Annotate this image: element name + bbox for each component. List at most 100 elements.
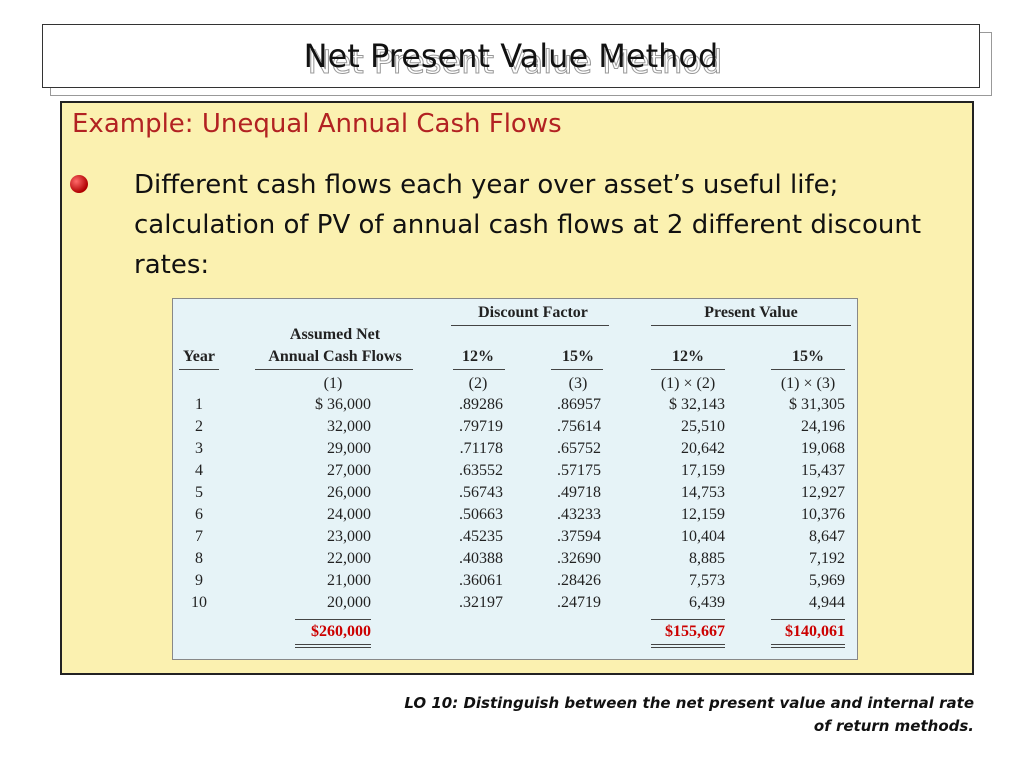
rule-total-pv12 <box>651 619 725 620</box>
subheader-df15: (3) <box>568 375 588 392</box>
learning-objective-line1: LO 10: Distinguish between the net prese… <box>404 694 974 712</box>
rule-cash <box>255 369 413 370</box>
table-cell-cash: 22,000 <box>327 550 371 567</box>
table-cell-year: 5 <box>195 484 203 501</box>
table-cell-pv15: 5,969 <box>809 572 845 589</box>
table-cell-pv12: 6,439 <box>689 594 725 611</box>
rule-discount <box>451 325 609 326</box>
table-cell-pv12: 20,642 <box>681 440 725 457</box>
group-discount-factor: Discount Factor <box>478 304 588 321</box>
table-cell-pv12: 7,573 <box>689 572 725 589</box>
subheader-df12: (2) <box>468 375 488 392</box>
table-cell-year: 1 <box>195 396 203 413</box>
table-cell-df15: .75614 <box>557 418 601 435</box>
total-pv12: $155,667 <box>665 623 725 640</box>
table-cell-cash: 23,000 <box>327 528 371 545</box>
table-cell-year: 10 <box>191 594 207 611</box>
table-cell-df15: .32690 <box>557 550 601 567</box>
table-cell-cash: 32,000 <box>327 418 371 435</box>
cash-flow-table: Discount Factor Present Value Year Assum… <box>172 298 858 660</box>
subheader-pv15: (1) × (3) <box>780 375 836 392</box>
table-cell-cash: 20,000 <box>327 594 371 611</box>
subheader-cash: (1) <box>323 375 343 392</box>
double-rule-pv12-a <box>651 644 725 645</box>
table-cell-df15: .37594 <box>557 528 601 545</box>
learning-objective: LO 10: Distinguish between the net prese… <box>274 692 974 738</box>
table-cell-year: 2 <box>195 418 203 435</box>
total-cash: $260,000 <box>311 623 371 640</box>
title-box: Net Present Value Method Net Present Val… <box>42 24 980 88</box>
table-cell-pv12: 8,885 <box>689 550 725 567</box>
rule-df12 <box>453 369 505 370</box>
bullet-icon <box>70 175 88 193</box>
table-cell-df15: .28426 <box>557 572 601 589</box>
total-pv15: $140,061 <box>785 623 845 640</box>
double-rule-cash-b <box>295 647 371 648</box>
table-cell-year: 8 <box>195 550 203 567</box>
rule-total-cash <box>295 619 371 620</box>
table-cell-pv15: 4,944 <box>809 594 845 611</box>
table-cell-df12: .50663 <box>459 506 503 523</box>
table-cell-pv15: 8,647 <box>809 528 845 545</box>
table-cell-df12: .89286 <box>459 396 503 413</box>
table-cell-cash: 29,000 <box>327 440 371 457</box>
slide-title-shadow: Net Present Value Method <box>307 43 723 82</box>
table-cell-df15: .86957 <box>557 396 601 413</box>
table-cell-df12: .45235 <box>459 528 503 545</box>
table-cell-pv12: 10,404 <box>681 528 725 545</box>
table-cell-pv15: 24,196 <box>801 418 845 435</box>
header-year: Year <box>183 348 215 365</box>
table-cell-df15: .43233 <box>557 506 601 523</box>
table-cell-cash: $ 36,000 <box>315 396 371 413</box>
table-cell-year: 3 <box>195 440 203 457</box>
table-cell-df12: .36061 <box>459 572 503 589</box>
table-cell-cash: 26,000 <box>327 484 371 501</box>
rule-df15 <box>551 369 603 370</box>
table-cell-df12: .32197 <box>459 594 503 611</box>
slide-title: Net Present Value Method <box>303 37 719 75</box>
header-cash-line2: Annual Cash Flows <box>268 348 402 365</box>
table-cell-df15: .57175 <box>557 462 601 479</box>
rule-pv15 <box>771 369 845 370</box>
rule-pv12 <box>651 369 725 370</box>
table-cell-df12: .71178 <box>459 440 503 457</box>
rule-year <box>179 369 219 370</box>
double-rule-cash-a <box>295 644 371 645</box>
table-cell-cash: 21,000 <box>327 572 371 589</box>
header-cash-line1: Assumed Net <box>289 326 381 343</box>
table-cell-pv12: 25,510 <box>681 418 725 435</box>
header-pv12: 12% <box>672 348 704 365</box>
table-cell-df15: .24719 <box>557 594 601 611</box>
table-cell-pv15: $ 31,305 <box>789 396 845 413</box>
rule-total-pv15 <box>771 619 845 620</box>
table-cell-year: 4 <box>195 462 203 479</box>
table-cell-pv15: 15,437 <box>801 462 845 479</box>
table-cell-df12: .79719 <box>459 418 503 435</box>
double-rule-pv15-b <box>771 647 845 648</box>
table-cell-df12: .56743 <box>459 484 503 501</box>
table-cell-pv15: 19,068 <box>801 440 845 457</box>
bullet-text: Different cash flows each year over asse… <box>134 170 922 280</box>
table-cell-df15: .65752 <box>557 440 601 457</box>
table-cell-pv12: 17,159 <box>681 462 725 479</box>
table-cell-year: 6 <box>195 506 203 523</box>
table-cell-cash: 27,000 <box>327 462 371 479</box>
header-df12: 12% <box>462 348 494 365</box>
double-rule-pv12-b <box>651 647 725 648</box>
table-cell-pv15: 7,192 <box>809 550 845 567</box>
table-cell-pv15: 12,927 <box>801 484 845 501</box>
learning-objective-line2: of return methods. <box>813 717 974 735</box>
table-cell-pv12: $ 32,143 <box>669 396 725 413</box>
header-pv15: 15% <box>792 348 824 365</box>
table-cell-year: 7 <box>195 528 203 545</box>
content-panel: Example: Unequal Annual Cash Flows Diffe… <box>60 101 974 675</box>
table-cell-cash: 24,000 <box>327 506 371 523</box>
table-cell-pv12: 12,159 <box>681 506 725 523</box>
table-cell-df15: .49718 <box>557 484 601 501</box>
table-cell-df12: .40388 <box>459 550 503 567</box>
table-cell-pv12: 14,753 <box>681 484 725 501</box>
subheader-pv12: (1) × (2) <box>660 375 716 392</box>
header-df15: 15% <box>562 348 594 365</box>
group-present-value: Present Value <box>704 304 798 321</box>
table-cell-pv15: 10,376 <box>801 506 845 523</box>
